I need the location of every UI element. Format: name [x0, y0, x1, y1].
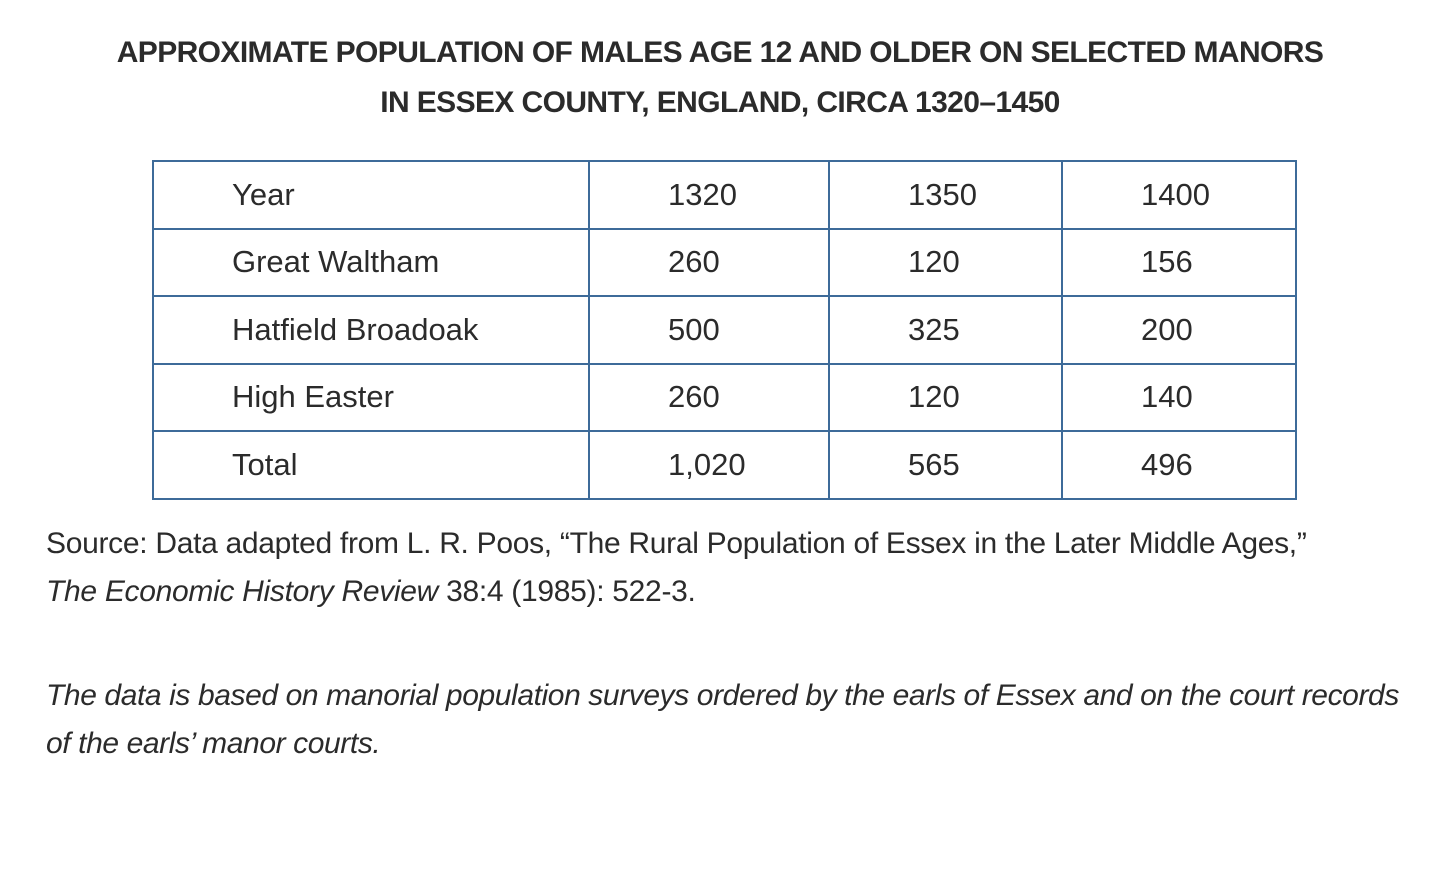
cell: 565	[828, 430, 1063, 500]
data-table: Year 1320 1350 1400 Great Waltham 260 120 156 Ha…	[152, 160, 1297, 500]
cell: 260	[588, 362, 830, 432]
journal: The Economic History Review	[46, 575, 439, 608]
cell: 120	[828, 227, 1063, 297]
cell: 496	[1061, 430, 1297, 500]
row-label: High Easter	[152, 362, 590, 432]
row-label: Year	[152, 160, 590, 230]
table-row: High Easter 260 120 140	[152, 362, 1297, 432]
table-row: Hatfield Broadoak 500 325 200	[152, 295, 1297, 365]
cell: 156	[1061, 227, 1297, 297]
title-line: APPROXIMATE POPULATION OF MALES AGE 12 A…	[116, 36, 1324, 69]
note: The data is based on manorial population…	[46, 679, 1399, 760]
title-line: IN ESSEX COUNTY, ENGLAND, CIRCA 1320–145…	[380, 86, 1060, 119]
row-label: Total	[152, 430, 590, 500]
cell: 1350	[828, 160, 1063, 230]
citation: 38:4 (1985): 522-3.	[446, 575, 696, 608]
cell: 1,020	[588, 430, 830, 500]
table-row: Total 1,020 565 496	[152, 430, 1297, 500]
source: Source: Data adapted from L. R. Poos, “T…	[46, 520, 1336, 616]
table-row: Great Waltham 260 120 156	[152, 227, 1297, 297]
cell: 140	[1061, 362, 1297, 432]
title: APPROXIMATE POPULATION OF MALES AGE 12 A…	[0, 28, 1440, 128]
table-row: Year 1320 1350 1400	[152, 160, 1297, 230]
cell: 325	[828, 295, 1063, 365]
cell: 1400	[1061, 160, 1297, 230]
row-label: Hatfield Broadoak	[152, 295, 590, 365]
source-text: Source: Data adapted from L. R. Poos, “T…	[46, 527, 1307, 560]
cell: 1320	[588, 160, 830, 230]
cell: 120	[828, 362, 1063, 432]
cell: 200	[1061, 295, 1297, 365]
row-label: Great Waltham	[152, 227, 590, 297]
cell: 260	[588, 227, 830, 297]
table-body: Year 1320 1350 1400 Great Waltham 260 120 156 Ha…	[152, 160, 1297, 500]
cell: 500	[588, 295, 830, 365]
